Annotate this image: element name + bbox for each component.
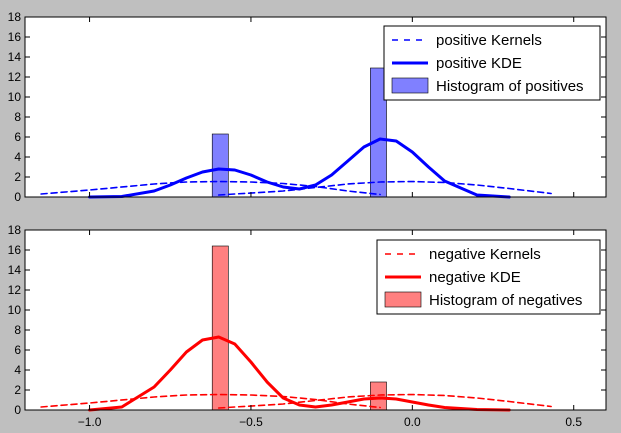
y-tick-label: 12 bbox=[8, 70, 22, 84]
y-tick-label: 16 bbox=[8, 30, 22, 44]
y-tick-label: 2 bbox=[14, 383, 21, 397]
kde-line-1 bbox=[88, 137, 511, 199]
legend: negative Kernels negative KDE Histogram of… bbox=[376, 239, 601, 315]
y-tick-label: 12 bbox=[8, 283, 22, 297]
y-tick-label: 0 bbox=[14, 403, 21, 417]
x-tick-label: −0.5 bbox=[239, 415, 263, 429]
kernel-curve-2 bbox=[217, 393, 552, 409]
legend-label: positive KDE bbox=[436, 55, 522, 72]
y-tick-label: 6 bbox=[14, 343, 21, 357]
legend-label: positive Kernels bbox=[436, 32, 542, 49]
x-tick-label: 0.0 bbox=[404, 415, 421, 429]
y-tick-label: 10 bbox=[8, 303, 22, 317]
y-tick-label: 6 bbox=[14, 130, 21, 144]
y-tick-label: 14 bbox=[8, 263, 22, 277]
y-tick-label: 4 bbox=[14, 150, 21, 164]
y-tick-label: 18 bbox=[8, 10, 22, 24]
y-tick-label: 4 bbox=[14, 363, 21, 377]
legend: positive Kernels positive KDE Histogram of… bbox=[383, 25, 601, 101]
histogram-bar-1 bbox=[211, 245, 229, 411]
legend-label: Histogram of negatives bbox=[429, 292, 582, 309]
kernel-curve-1 bbox=[40, 180, 381, 196]
y-tick-label: 2 bbox=[14, 170, 21, 184]
kernel-curve-1 bbox=[40, 393, 381, 409]
y-tick-label: 16 bbox=[8, 243, 22, 257]
kde-line-1 bbox=[88, 335, 511, 412]
x-tick-label: 0.5 bbox=[565, 415, 582, 429]
axes-frame bbox=[24, 16, 607, 198]
histogram-bar-1 bbox=[211, 133, 229, 198]
y-tick-label: 8 bbox=[14, 110, 21, 124]
panel-2: 0 2 4 6 8 10 12 14 16 18 −1.0 −0.5 0.0 0.5 negative K… bbox=[8, 223, 607, 429]
y-tick-label: 0 bbox=[14, 190, 21, 204]
y-tick-label: 14 bbox=[8, 50, 22, 64]
legend-handle-patch bbox=[391, 77, 429, 94]
y-tick-label: 18 bbox=[8, 223, 22, 237]
y-tick-label: 8 bbox=[14, 323, 21, 337]
legend-handle-patch bbox=[384, 291, 422, 308]
axes-frame bbox=[24, 229, 607, 411]
legend-label: negative Kernels bbox=[429, 246, 541, 263]
y-tick-label: 10 bbox=[8, 90, 22, 104]
x-tick-label: −1.0 bbox=[78, 415, 102, 429]
legend-label: negative KDE bbox=[429, 269, 521, 286]
legend-label: Histogram of positives bbox=[436, 78, 584, 95]
